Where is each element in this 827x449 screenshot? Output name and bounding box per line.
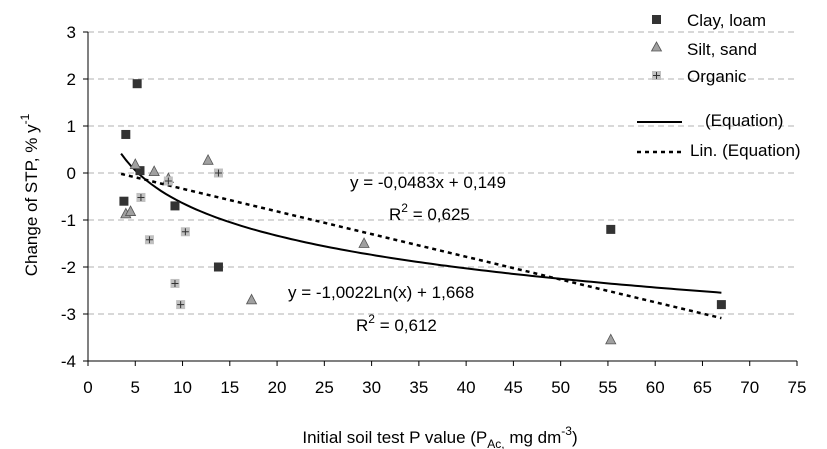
data-point-silt-sand [358,237,370,248]
legend-label-organic: Organic [687,67,747,86]
data-point-clay-loam [121,129,131,139]
x-tick-label: 60 [646,378,665,397]
data-point-clay-loam [119,196,129,206]
data-point-silt-sand [605,333,617,345]
data-point-organic [180,227,190,237]
data-point-silt-sand [202,153,214,165]
log-trend-line [120,152,722,294]
legend-item-silt-sand: Silt, sand [650,40,757,59]
data-point-clay-loam [213,262,223,272]
y-tick-label: 3 [67,23,76,42]
x-axis-title: Initial soil test P value (PAc, mg dm-3) [302,424,577,449]
data-point-silt-sand [124,205,137,216]
legend-label-silt-sand: Silt, sand [687,40,757,59]
x-tick-label: 65 [693,378,712,397]
y-tick-label: 2 [67,70,76,89]
data-points [119,79,726,345]
data-point-clay-loam [170,201,180,211]
x-tick-label: 55 [598,378,617,397]
data-point-clay-loam [132,79,142,89]
data-point-organic [144,235,154,245]
legend-marker-square [652,15,661,24]
linear-equation: y = -0,0483x + 0,149 [350,173,506,192]
legend-label-lin-fit: Lin. (Equation) [690,141,801,160]
x-tick-label: 40 [457,378,476,397]
linear-trend-line [120,172,722,320]
legend-label-clay-loam: Clay, loam [687,11,766,30]
data-point-silt-sand [148,165,160,176]
x-tick-label: 70 [740,378,759,397]
y-tick-label: -2 [61,258,76,277]
x-tick-label: 35 [409,378,428,397]
x-tick-label: 25 [315,378,334,397]
axes [83,31,798,366]
x-tick-label: 75 [788,378,807,397]
legend-marker-triangle [650,41,663,52]
log-equation: y = -1,0022Ln(x) + 1,668 [288,283,474,302]
data-point-clay-loam [606,224,616,234]
y-tick-label: -1 [61,211,76,230]
data-point-organic [176,300,186,310]
trend-lines [120,152,722,320]
data-point-organic [136,192,146,202]
data-point-clay-loam [716,300,726,310]
legend-item-log-fit: (Equation) [637,111,783,130]
data-point-organic [163,176,173,186]
x-tick-label: 20 [268,378,287,397]
y-tick-label: 0 [67,164,76,183]
y-axis-title: Change of STP, % y-1 [18,113,41,276]
legend-item-clay-loam: Clay, loam [652,11,766,30]
grid-lines [88,31,797,315]
y-tick-label: -3 [61,305,76,324]
x-tick-label: 10 [173,378,192,397]
x-tick-label: 5 [131,378,140,397]
data-point-silt-sand [245,293,258,305]
legend-label-log-fit: (Equation) [705,111,783,130]
legend-item-organic: Organic [652,67,747,86]
x-tick-label: 0 [83,378,92,397]
x-tick-label: 30 [362,378,381,397]
legend-marker-plus [653,72,660,79]
x-tick-label: 15 [220,378,239,397]
y-tick-label: -4 [61,352,76,371]
x-tick-label: 50 [551,378,570,397]
legend: Clay, loam Silt, sand Organic (Equation)… [637,11,801,160]
data-point-silt-sand [129,158,141,169]
x-tick-label: 45 [504,378,523,397]
y-tick-label: 1 [67,117,76,136]
data-point-organic [213,168,223,178]
data-point-organic [170,278,180,288]
log-r-squared: R2 = 0,612 [356,312,437,335]
legend-item-lin-fit: Lin. (Equation) [637,141,801,160]
data-point-clay-loam [135,166,145,176]
linear-r-squared: R2 = 0,625 [389,201,470,224]
